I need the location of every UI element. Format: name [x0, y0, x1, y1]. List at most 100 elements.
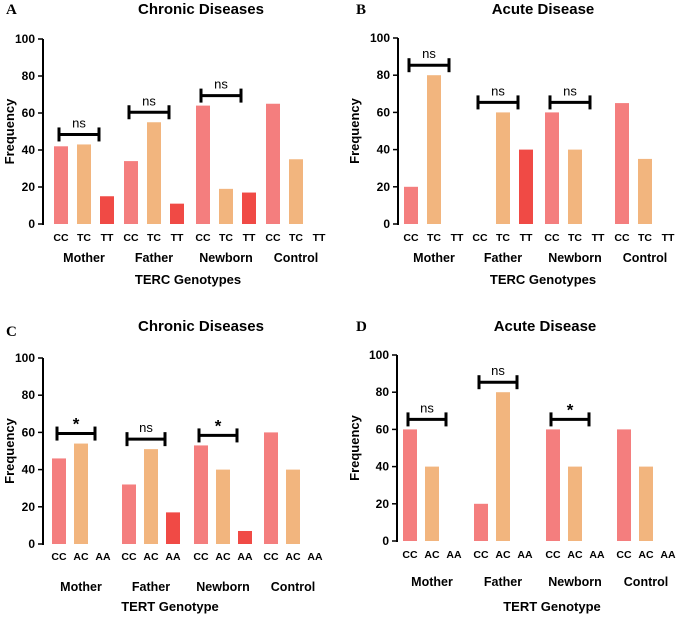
y-axis-label: Frequency — [347, 97, 362, 164]
y-tick-label: 60 — [376, 422, 390, 436]
group-label: Father — [135, 251, 173, 265]
category-label: CC — [121, 551, 137, 563]
y-axis-label: Frequency — [2, 417, 17, 484]
group-label: Newborn — [548, 251, 601, 265]
bar-father-tt — [519, 149, 533, 224]
bar-control-cc — [617, 429, 631, 541]
bar-control-cc — [615, 103, 629, 224]
category-label: AA — [237, 551, 253, 563]
significance-label: * — [73, 415, 80, 434]
bar-control-cc — [266, 103, 280, 224]
category-label: CC — [616, 549, 632, 561]
y-tick-label: 20 — [377, 180, 391, 194]
category-label: TT — [243, 232, 256, 244]
significance-label: ns — [491, 83, 505, 98]
category-label: TC — [568, 232, 582, 244]
bar-newborn-cc — [196, 105, 210, 224]
category-label: TC — [77, 232, 91, 244]
y-tick-label: 20 — [376, 497, 390, 511]
bar-father-ac — [496, 392, 510, 541]
significance-label: ns — [72, 115, 86, 130]
bar-mother-cc — [403, 429, 417, 541]
y-tick-label: 80 — [22, 69, 36, 83]
significance-label: ns — [420, 400, 434, 415]
category-label: TC — [147, 232, 161, 244]
bar-newborn-cc — [545, 112, 559, 224]
category-label: AC — [143, 551, 159, 563]
y-axis-label: Frequency — [347, 414, 362, 481]
x-axis-label: TERT Genotype — [121, 599, 219, 614]
bar-mother-ac — [74, 443, 88, 544]
category-label: CC — [472, 232, 488, 244]
y-tick-label: 100 — [370, 31, 390, 45]
y-tick-label: 100 — [15, 32, 35, 46]
y-tick-label: 80 — [376, 385, 390, 399]
bar-newborn-aa — [238, 530, 252, 544]
bar-control-cc — [264, 432, 278, 544]
category-label: AA — [95, 551, 111, 563]
significance-label: ns — [422, 46, 436, 61]
bar-control-ac — [286, 469, 300, 544]
group-label: Control — [623, 251, 667, 265]
category-label: TC — [427, 232, 441, 244]
bar-newborn-tc — [219, 188, 233, 224]
chart-title: Chronic Diseases — [138, 1, 264, 18]
significance-label: ns — [563, 83, 577, 98]
category-label: CC — [614, 232, 630, 244]
y-tick-label: 40 — [376, 460, 390, 474]
panel-letter: B — [356, 2, 366, 18]
panel-letter: C — [6, 324, 17, 340]
y-tick-label: 60 — [377, 105, 391, 119]
group-label: Newborn — [199, 251, 252, 265]
category-label: TC — [219, 232, 233, 244]
category-label: TT — [662, 232, 675, 244]
y-tick-label: 0 — [383, 217, 390, 231]
y-tick-label: 0 — [28, 537, 35, 551]
category-label: AC — [424, 549, 440, 561]
category-label: CC — [265, 232, 281, 244]
category-label: AC — [215, 551, 231, 563]
category-label: AA — [589, 549, 605, 561]
panel-letter: A — [6, 2, 17, 18]
group-label: Control — [624, 575, 668, 589]
group-label: Control — [274, 251, 318, 265]
category-label: AC — [638, 549, 654, 561]
y-tick-label: 20 — [22, 180, 36, 194]
category-label: AA — [165, 551, 181, 563]
category-label: AC — [495, 549, 511, 561]
category-label: TT — [451, 232, 464, 244]
category-label: CC — [193, 551, 209, 563]
group-label: Mother — [63, 251, 105, 265]
y-tick-label: 80 — [377, 68, 391, 82]
group-label: Mother — [60, 580, 102, 594]
x-axis-label: TERT Genotype — [503, 599, 601, 614]
category-label: CC — [544, 232, 560, 244]
category-label: AC — [567, 549, 583, 561]
bar-control-tc — [289, 159, 303, 224]
y-tick-label: 40 — [22, 463, 36, 477]
group-label: Control — [271, 580, 315, 594]
bar-newborn-ac — [216, 469, 230, 544]
significance-label: * — [567, 400, 574, 419]
category-label: CC — [263, 551, 279, 563]
y-tick-label: 80 — [22, 388, 36, 402]
significance-label: ns — [214, 77, 228, 92]
bar-father-tt — [170, 203, 184, 224]
bar-father-cc — [474, 503, 488, 541]
y-tick-label: 40 — [22, 143, 36, 157]
bar-newborn-tt — [242, 192, 256, 224]
bar-newborn-cc — [546, 429, 560, 541]
group-label: Father — [484, 251, 522, 265]
category-label: CC — [53, 232, 69, 244]
category-label: TT — [592, 232, 605, 244]
chart-title: Chronic Diseases — [138, 318, 264, 335]
bar-mother-tt — [100, 196, 114, 224]
y-tick-label: 100 — [369, 348, 389, 362]
group-label: Mother — [413, 251, 455, 265]
category-label: TT — [101, 232, 114, 244]
category-label: AA — [517, 549, 533, 561]
y-tick-label: 20 — [22, 500, 36, 514]
bar-mother-cc — [52, 458, 66, 544]
y-axis-label: Frequency — [2, 98, 17, 165]
